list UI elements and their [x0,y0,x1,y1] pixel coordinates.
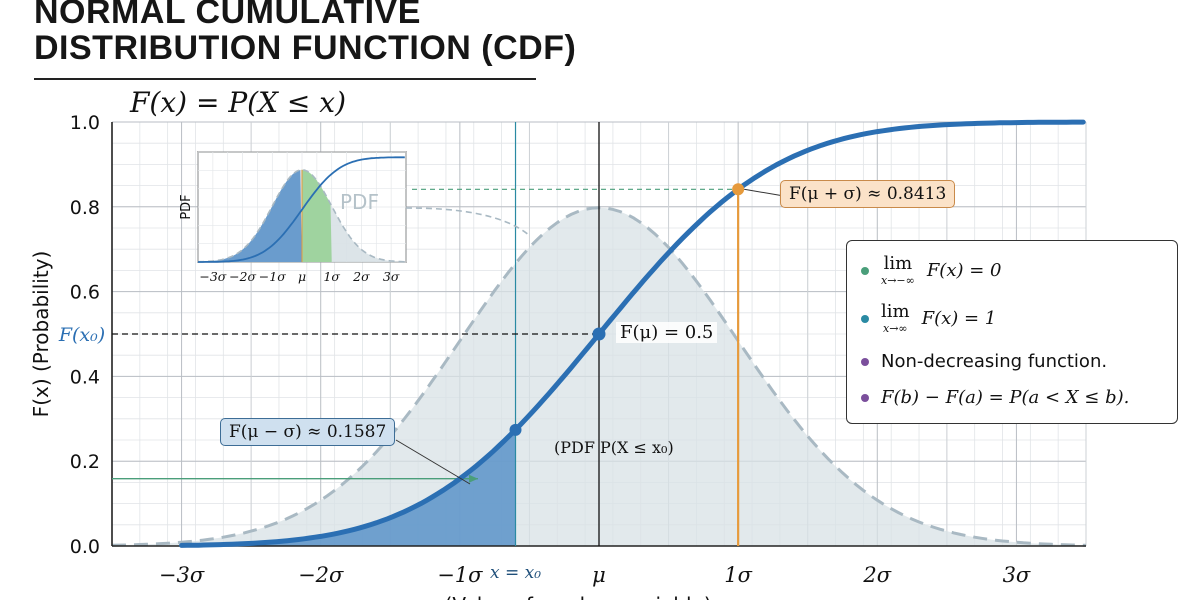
inset-connector [405,207,531,237]
label-pdf-area: (PDF P(X ≤ x₀) [554,438,674,457]
inset-x-tick-label: 1σ [323,269,340,284]
inset-cdf-curve [198,156,405,263]
callout-leader-minus [395,439,471,485]
cdf-formula: F(x) = P(X ≤ x) [130,86,347,119]
inset-y-label: PDF [179,194,194,219]
cdf-shaded-area-x0 [181,429,516,546]
label-f-mu: F(μ) = 0.5 [616,322,718,343]
y-tick-label: 0.8 [70,197,100,219]
properties-legend: lim x→−∞ F(x) = 0 lim x→∞ F(x) = 1 Non-d… [846,240,1178,424]
title-line-1: NORMAL CUMULATIVE [34,0,421,31]
title-line-2: DISTRIBUTION FUNCTION (CDF) [34,29,577,67]
chart-title: NORMAL CUMULATIVE DISTRIBUTION FUNCTION … [34,0,576,66]
inset-pdf-curve [197,168,405,263]
legend-item-interval: F(b) − F(a) = P(a < X ≤ b). [861,387,1129,408]
callout-leader-plus [744,188,785,197]
x-axis-label: x (Value of random variable) [426,593,711,600]
lim-pos-operator: lim x→∞ [881,301,910,335]
inset-x-tick-label: μ [298,269,306,284]
x-tick-label: −2σ [298,563,344,587]
inset-blue-area [198,170,302,262]
x-tick-label: −3σ [159,563,205,587]
f-mu-minus-arrowhead [469,474,478,483]
lim-neg-operator: lim x→−∞ [881,253,915,287]
legend-item-lim-pos: lim x→∞ F(x) = 1 [861,303,996,334]
interval-text: F(b) − F(a) = P(a < X ≤ b). [881,387,1130,408]
lim-word: lim [883,253,913,274]
point-mu-plus-sigma [732,183,745,196]
legend-dot-green [861,266,869,275]
inset-x-tick-label: 2σ [352,269,370,284]
lim-word: lim [881,301,910,322]
point-mu [592,327,606,341]
lim-pos-sub: x→∞ [883,322,908,335]
y-tick-label: 0.6 [70,282,100,304]
nondecreasing-text: Non-decreasing function. [881,351,1108,372]
callout-mu-minus-sigma: F(μ − σ) ≈ 0.1587 [220,418,396,446]
label-f-x0: F(x₀) [58,324,105,346]
callout-mu-plus-sigma: F(μ + σ) ≈ 0.8413 [780,180,956,208]
legend-item-lim-neg: lim x→−∞ F(x) = 0 [861,255,1001,286]
inset-x-tick-label: −3σ [199,269,226,284]
inset-x-tick-label: −2σ [229,269,256,284]
inset-x-tick-label: 3σ [383,269,400,284]
inset-chart: PDF PDF −3σ −2σ −1σ μ 1σ 2σ 3σ [179,151,531,284]
y-axis-label: F(x) (Probability) [29,251,53,418]
legend-item-nondecreasing: Non-decreasing function. [861,351,1107,372]
title-underline [34,78,536,80]
legend-dot-teal [861,314,869,323]
cdf-curve [179,119,1086,548]
lim-neg-tail: F(x) = 0 [926,260,1002,281]
legend-dot-purple [861,357,869,366]
x-tick-label: 2σ [862,563,891,587]
y-tick-label: 0.4 [70,366,100,388]
inset-pdf-label: PDF [340,190,379,214]
x-tick-label: −1σ [437,563,483,587]
x-tick-label: μ [592,563,606,587]
y-tick-label: 0.2 [70,451,100,473]
legend-dot-purple [861,393,869,402]
y-tick-label: 0.0 [70,536,100,558]
inset-x-tick-label: −1σ [259,269,286,284]
x-tick-label: 1σ [724,563,752,587]
y-tick-label: 1.0 [70,112,100,134]
lim-neg-sub: x→−∞ [881,274,915,287]
lim-pos-tail: F(x) = 1 [921,308,997,329]
x-tick-label: 3σ [1003,563,1031,587]
label-x-equals-x0: x = x₀ [490,563,541,583]
point-x0 [509,423,522,436]
